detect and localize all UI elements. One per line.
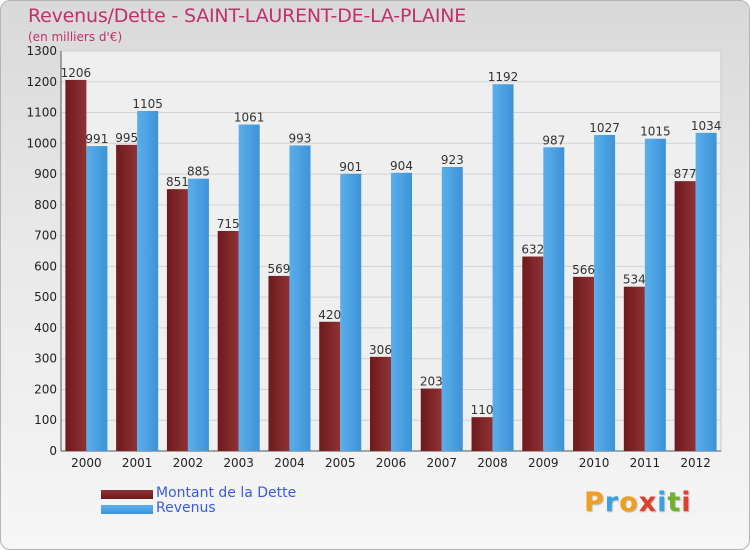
- y-tick-label: 100: [34, 413, 57, 427]
- bar-revenue-2012: [695, 132, 717, 451]
- logo-letter: t: [667, 487, 682, 518]
- data-label-revenue-2012: 1034: [691, 119, 722, 133]
- logo-letter: i: [657, 487, 668, 518]
- data-label-revenue-2010: 1027: [589, 121, 620, 135]
- x-tick-label-2000: 2000: [71, 456, 102, 470]
- chart-title: Revenus/Dette - SAINT-LAURENT-DE-LA-PLAI…: [28, 5, 467, 27]
- data-label-debt-2011: 534: [623, 273, 646, 287]
- y-tick-label: 1000: [26, 136, 57, 150]
- data-label-revenue-2005: 901: [339, 160, 362, 174]
- data-label-revenue-2001: 1105: [132, 97, 163, 111]
- y-tick-label: 300: [34, 352, 57, 366]
- bar-revenue-2000: [86, 146, 108, 452]
- data-label-debt-2006: 306: [369, 343, 392, 357]
- y-tick-label: 400: [34, 321, 57, 335]
- y-tick-label: 1100: [26, 106, 57, 120]
- y-tick-label: 200: [34, 382, 57, 396]
- x-tick-label-2010: 2010: [579, 456, 610, 470]
- bar-revenue-2005: [340, 173, 362, 451]
- data-label-revenue-2011: 1015: [640, 125, 671, 139]
- x-tick-label-2006: 2006: [376, 456, 407, 470]
- data-label-debt-2012: 877: [674, 167, 697, 181]
- bar-revenue-2010: [594, 135, 616, 451]
- y-tick-label: 800: [34, 198, 57, 212]
- bar-debt-2005: [319, 321, 341, 451]
- data-label-revenue-2004: 993: [289, 131, 312, 145]
- x-tick-label-2003: 2003: [223, 456, 254, 470]
- legend-swatch-debt: [101, 490, 153, 499]
- legend-label-revenue: Revenus: [156, 500, 216, 516]
- bar-revenue-2003: [238, 124, 260, 452]
- data-label-revenue-2003: 1061: [234, 111, 265, 125]
- x-tick-label-2009: 2009: [528, 456, 559, 470]
- legend-label-debt: Montant de la Dette: [156, 485, 297, 501]
- x-tick-label-2007: 2007: [426, 456, 457, 470]
- data-label-debt-2005: 420: [318, 308, 341, 322]
- data-label-debt-2001: 995: [115, 131, 138, 145]
- bar-revenue-2009: [543, 147, 565, 452]
- bar-debt-2001: [116, 144, 138, 451]
- bar-debt-2002: [166, 189, 188, 451]
- y-tick-label: 500: [34, 290, 57, 304]
- bar-debt-2003: [217, 231, 239, 451]
- y-tick-label: 600: [34, 259, 57, 273]
- bar-debt-2006: [370, 356, 391, 451]
- data-label-revenue-2009: 987: [542, 133, 565, 147]
- data-label-revenue-2006: 904: [390, 159, 413, 173]
- data-label-debt-2007: 203: [420, 375, 443, 389]
- bar-revenue-2007: [441, 167, 463, 451]
- logo-letter: x: [638, 487, 658, 518]
- logo-letter: P: [584, 487, 605, 518]
- bar-debt-2010: [573, 276, 595, 451]
- logo-letter: r: [604, 487, 620, 518]
- x-tick-label-2008: 2008: [477, 456, 508, 470]
- logo-letter: i: [681, 487, 692, 518]
- bar-debt-2008: [471, 417, 493, 451]
- bar-debt-2007: [420, 388, 442, 451]
- data-label-debt-2002: 851: [166, 175, 189, 189]
- chart-subtitle: (en milliers d'€): [28, 30, 123, 44]
- bar-revenue-2008: [492, 84, 514, 451]
- y-tick-label: 900: [34, 167, 57, 181]
- x-tick-label-2002: 2002: [173, 456, 204, 470]
- data-label-debt-2004: 569: [268, 262, 291, 276]
- bar-debt-2012: [674, 181, 696, 451]
- y-tick-label: 1200: [26, 75, 57, 89]
- logo-letter: o: [619, 487, 639, 518]
- bar-debt-2004: [268, 275, 290, 451]
- bar-revenue-2002: [187, 178, 209, 451]
- data-label-revenue-2002: 885: [187, 165, 210, 179]
- legend-swatch-revenue: [101, 505, 153, 514]
- bar-revenue-2006: [391, 172, 412, 451]
- bar-revenue-2001: [137, 111, 159, 451]
- bar-debt-2000: [65, 79, 87, 451]
- x-tick-label-2012: 2012: [680, 456, 711, 470]
- data-label-revenue-2007: 923: [441, 153, 464, 167]
- data-label-revenue-2000: 991: [85, 132, 108, 146]
- x-tick-label-2011: 2011: [630, 456, 661, 470]
- x-tick-label-2005: 2005: [325, 456, 356, 470]
- x-tick-label-2004: 2004: [274, 456, 305, 470]
- data-label-revenue-2008: 1192: [488, 70, 519, 84]
- data-label-debt-2008: 110: [471, 403, 494, 417]
- bar-debt-2009: [522, 256, 544, 451]
- x-tick-label-2001: 2001: [122, 456, 153, 470]
- data-label-debt-2003: 715: [217, 217, 240, 231]
- data-label-debt-2010: 566: [572, 263, 595, 277]
- bar-revenue-2011: [644, 138, 666, 451]
- proxiti-logo: Proxiti: [584, 487, 692, 518]
- y-tick-label: 1300: [26, 44, 57, 58]
- y-tick-label: 700: [34, 229, 57, 243]
- data-label-debt-2009: 632: [521, 243, 544, 257]
- bar-revenue-2004: [289, 145, 311, 451]
- data-label-debt-2000: 1206: [61, 66, 92, 80]
- y-tick-label: 0: [49, 444, 57, 458]
- bar-debt-2011: [623, 286, 645, 451]
